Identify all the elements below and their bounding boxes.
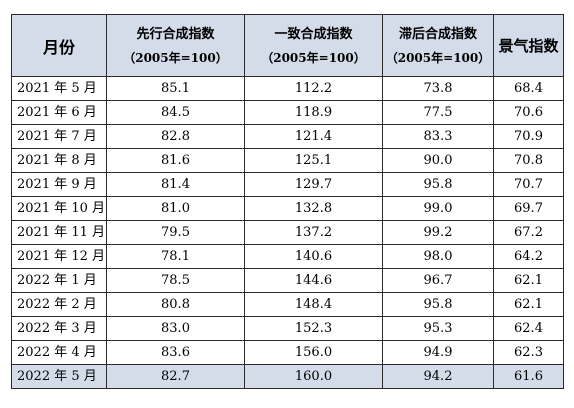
table-row: 2021 年 8 月 81.6 125.1 90.0 70.8 <box>11 148 564 173</box>
coincident-value: 152.3 <box>244 316 383 341</box>
prosperity-value: 70.7 <box>493 172 564 197</box>
lagging-value: 95.3 <box>382 316 494 341</box>
header-row: 月份 先行合成指数 （2005年=100） 一致合成指数 （2005年=100）… <box>11 14 564 77</box>
prosperity-value: 70.8 <box>493 148 564 173</box>
leading-value: 78.1 <box>106 244 245 269</box>
lagging-value: 90.0 <box>382 148 494 173</box>
index-table: 月份 先行合成指数 （2005年=100） 一致合成指数 （2005年=100）… <box>11 14 564 389</box>
table-row: 2021 年 12 月 78.1 140.6 98.0 64.2 <box>11 244 564 269</box>
coincident-value: 156.0 <box>244 340 383 365</box>
lagging-value: 94.9 <box>382 340 494 365</box>
header-coincident-title: 一致合成指数 <box>274 26 353 42</box>
prosperity-value: 64.2 <box>493 244 564 269</box>
table-row: 2022 年 4 月 83.6 156.0 94.9 62.3 <box>11 340 564 365</box>
month-cell: 2022 年 4 月 <box>11 340 107 365</box>
table-row: 2022 年 3 月 83.0 152.3 95.3 62.4 <box>11 316 564 341</box>
leading-value: 85.1 <box>106 76 245 101</box>
header-prosperity-label: 景气指数 <box>498 37 559 55</box>
table-row: 2021 年 7 月 82.8 121.4 83.3 70.9 <box>11 124 564 149</box>
table-row: 2022 年 2 月 80.8 148.4 95.8 62.1 <box>11 292 564 317</box>
leading-value: 80.8 <box>106 292 245 317</box>
prosperity-value: 70.6 <box>493 100 564 125</box>
lagging-value: 99.0 <box>382 196 494 221</box>
table-row: 2022 年 1 月 78.5 144.6 96.7 62.1 <box>11 268 564 293</box>
table-row: 2021 年 5 月 85.1 112.2 73.8 68.4 <box>11 76 564 101</box>
header-leading-base: （2005年=100） <box>123 50 228 65</box>
leading-value: 82.7 <box>106 364 245 389</box>
prosperity-value: 62.3 <box>493 340 564 365</box>
prosperity-value: 61.6 <box>493 364 564 389</box>
prosperity-value: 62.1 <box>493 292 564 317</box>
lagging-value: 83.3 <box>382 124 494 149</box>
month-cell: 2022 年 5 月 <box>11 364 107 389</box>
header-lagging-index: 滞后合成指数 （2005年=100） <box>382 14 494 77</box>
coincident-value: 118.9 <box>244 100 383 125</box>
lagging-value: 95.8 <box>382 292 494 317</box>
header-lagging-title: 滞后合成指数 <box>398 26 477 42</box>
leading-value: 83.6 <box>106 340 245 365</box>
table-row: 2021 年 11 月 79.5 137.2 99.2 67.2 <box>11 220 564 245</box>
month-cell: 2021 年 8 月 <box>11 148 107 173</box>
header-month-label: 月份 <box>42 37 75 57</box>
leading-value: 81.6 <box>106 148 245 173</box>
coincident-value: 137.2 <box>244 220 383 245</box>
coincident-value: 140.6 <box>244 244 383 269</box>
coincident-value: 112.2 <box>244 76 383 101</box>
header-coincident-index: 一致合成指数 （2005年=100） <box>244 14 383 77</box>
month-cell: 2021 年 11 月 <box>11 220 107 245</box>
leading-value: 81.4 <box>106 172 245 197</box>
leading-value: 83.0 <box>106 316 245 341</box>
month-cell: 2022 年 3 月 <box>11 316 107 341</box>
lagging-value: 96.7 <box>382 268 494 293</box>
month-cell: 2021 年 10 月 <box>11 196 107 221</box>
lagging-value: 95.8 <box>382 172 494 197</box>
prosperity-value: 70.9 <box>493 124 564 149</box>
header-leading-index: 先行合成指数 （2005年=100） <box>106 14 245 77</box>
month-cell: 2021 年 9 月 <box>11 172 107 197</box>
leading-value: 82.8 <box>106 124 245 149</box>
leading-value: 84.5 <box>106 100 245 125</box>
coincident-value: 121.4 <box>244 124 383 149</box>
table-row: 2021 年 9 月 81.4 129.7 95.8 70.7 <box>11 172 564 197</box>
prosperity-value: 62.4 <box>493 316 564 341</box>
prosperity-value: 68.4 <box>493 76 564 101</box>
coincident-value: 125.1 <box>244 148 383 173</box>
lagging-value: 77.5 <box>382 100 494 125</box>
month-cell: 2021 年 12 月 <box>11 244 107 269</box>
month-cell: 2021 年 6 月 <box>11 100 107 125</box>
month-cell: 2021 年 7 月 <box>11 124 107 149</box>
header-coincident-base: （2005年=100） <box>261 50 366 65</box>
header-month: 月份 <box>11 14 107 77</box>
leading-value: 78.5 <box>106 268 245 293</box>
month-cell: 2022 年 1 月 <box>11 268 107 293</box>
lagging-value: 99.2 <box>382 220 494 245</box>
header-lagging-base: （2005年=100） <box>385 50 491 65</box>
month-cell: 2022 年 2 月 <box>11 292 107 317</box>
leading-value: 81.0 <box>106 196 245 221</box>
coincident-value: 148.4 <box>244 292 383 317</box>
prosperity-value: 67.2 <box>493 220 564 245</box>
coincident-value: 160.0 <box>244 364 383 389</box>
table-row: 2021 年 10 月 81.0 132.8 99.0 69.7 <box>11 196 564 221</box>
header-prosperity-index: 景气指数 <box>493 14 564 77</box>
prosperity-value: 62.1 <box>493 268 564 293</box>
table-row-highlighted: 2022 年 5 月 82.7 160.0 94.2 61.6 <box>11 364 564 389</box>
lagging-value: 94.2 <box>382 364 494 389</box>
lagging-value: 98.0 <box>382 244 494 269</box>
month-cell: 2021 年 5 月 <box>11 76 107 101</box>
header-leading-title: 先行合成指数 <box>136 26 215 42</box>
leading-value: 79.5 <box>106 220 245 245</box>
lagging-value: 73.8 <box>382 76 494 101</box>
prosperity-value: 69.7 <box>493 196 564 221</box>
coincident-value: 144.6 <box>244 268 383 293</box>
table-row: 2021 年 6 月 84.5 118.9 77.5 70.6 <box>11 100 564 125</box>
coincident-value: 129.7 <box>244 172 383 197</box>
coincident-value: 132.8 <box>244 196 383 221</box>
